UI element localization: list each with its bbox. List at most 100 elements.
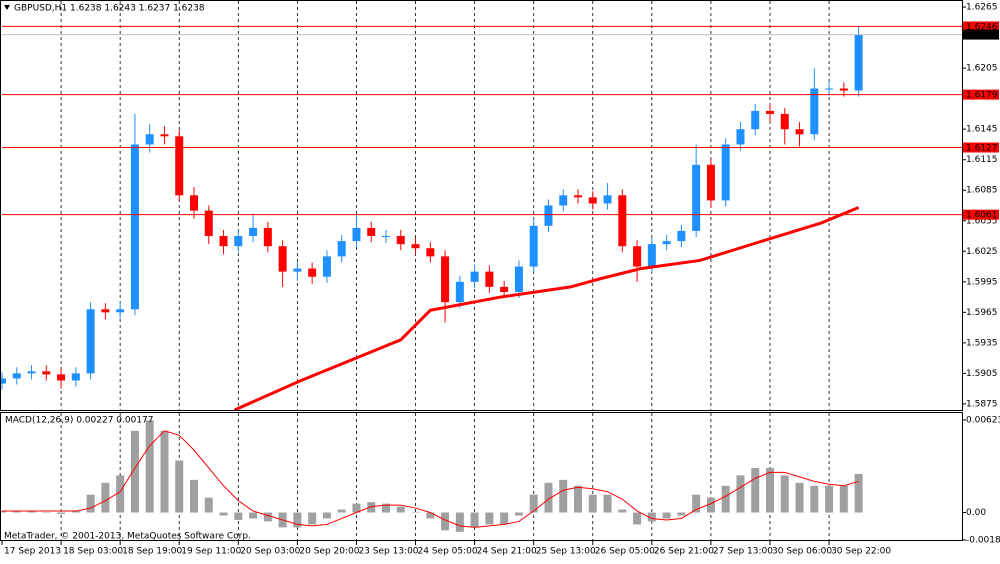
candle-body (116, 309, 125, 313)
macd-bar (57, 512, 66, 515)
macd-bar (101, 482, 110, 513)
macd-bar (721, 485, 730, 513)
candle-body (662, 241, 671, 245)
candle-body (42, 371, 51, 375)
candle-body (574, 195, 582, 198)
candle-body (293, 268, 302, 272)
y-tick-label: 1.5995 (966, 277, 998, 287)
macd-bar (839, 485, 848, 513)
macd-bar (322, 512, 331, 519)
candle-body (544, 205, 553, 226)
candle-body (825, 88, 834, 90)
y-tick-label: 1.6115 (966, 155, 998, 165)
macd-bar (618, 509, 627, 513)
y-tick-label: 1.5875 (966, 399, 998, 409)
candle-body (426, 248, 435, 257)
macd-bar (500, 512, 509, 525)
candle-body (514, 266, 523, 292)
candle-body (854, 34, 863, 91)
x-tick-label: 23 Sep 13:00 (358, 547, 418, 557)
candle-body (633, 246, 642, 267)
candle-body (706, 164, 715, 201)
candle-body (130, 144, 139, 310)
level-label-bg (963, 142, 999, 153)
macd-bar (42, 512, 51, 514)
level-label: 1.6179 (966, 91, 998, 101)
bid-label: 1.6238 (966, 31, 998, 41)
bid-label-bg (963, 29, 999, 40)
level-label: 1.6127 (966, 144, 998, 154)
candle-body (839, 88, 848, 91)
candle-body (647, 244, 656, 267)
x-tick-label: 24 Sep 05:00 (418, 547, 478, 557)
y-tick-label: 0.00 (966, 508, 986, 518)
macd-bar (337, 509, 346, 513)
macd-bar (529, 494, 538, 513)
macd-bar (647, 512, 656, 522)
macd-pane (0, 412, 963, 541)
candle-body (780, 113, 789, 130)
candle-body (278, 246, 287, 272)
macd-bar (160, 430, 169, 513)
candle-body (249, 227, 258, 237)
candle-body (322, 256, 331, 277)
candle-body (751, 110, 760, 130)
x-tick-label: 20 Sep 20:00 (299, 547, 359, 557)
level-label-bg (963, 209, 999, 220)
macd-bar (204, 497, 213, 513)
macd-bar (455, 512, 464, 532)
macd-bar (116, 475, 125, 513)
macd-bar (367, 502, 376, 513)
macd-bar (633, 512, 642, 525)
macd-bar (736, 475, 745, 513)
x-tick-label: 18 Sep 03:00 (63, 547, 123, 557)
macd-bar (219, 512, 228, 516)
candle-body (441, 256, 450, 303)
macd-bar (175, 460, 184, 513)
candle-body (455, 281, 464, 303)
candle-body (396, 236, 405, 245)
macd-bar (706, 497, 715, 513)
x-tick-label: 27 Sep 13:00 (713, 547, 773, 557)
candle-body (559, 195, 568, 206)
x-tick-label: 18 Sep 19:00 (122, 547, 182, 557)
candle-body (736, 129, 745, 145)
macd-bar (485, 512, 494, 525)
x-tick-label: 26 Sep 21:00 (654, 547, 714, 557)
candle-body (190, 195, 198, 211)
x-tick-label: 24 Sep 21:00 (477, 547, 537, 557)
macd-bar (795, 482, 804, 513)
candle-body (57, 374, 66, 381)
macd-title: MACD(12,26,9) 0.00227 0.00177 (5, 416, 154, 426)
macd-bar (234, 512, 243, 520)
x-tick-label: 26 Sep 05:00 (595, 547, 655, 557)
x-tick-label: 17 Sep 2013 (4, 547, 61, 557)
candle-body (71, 373, 80, 381)
candle-body (810, 88, 819, 135)
x-tick-label: 30 Sep 06:00 (772, 547, 832, 557)
macd-bar (263, 512, 272, 522)
macd-bar (426, 512, 435, 519)
candle-body (308, 268, 317, 277)
macd-bar (352, 503, 361, 513)
macd-bar (574, 485, 582, 513)
level-label: 1.6246 (966, 22, 998, 32)
menu-arrow (4, 5, 10, 10)
candle-body (500, 286, 509, 292)
signal-line (2, 430, 859, 528)
macd-bar (603, 494, 612, 513)
macd-bar (766, 467, 774, 513)
candle-body (86, 309, 95, 374)
moving-average (234, 206, 860, 410)
price-pane (0, 0, 963, 411)
candle-body (618, 195, 627, 247)
macd-bar (293, 512, 302, 528)
x-tick-label: 19 Sep 11:00 (181, 547, 241, 557)
y-tick-label: 1.6055 (966, 216, 998, 226)
macd-bar (130, 430, 139, 513)
chart-title: GBPUSD,H1 1.6238 1.6243 1.6237 1.6238 (14, 4, 205, 14)
macd-bar (751, 467, 760, 513)
candle-body (367, 227, 376, 237)
candle-body (721, 144, 730, 201)
